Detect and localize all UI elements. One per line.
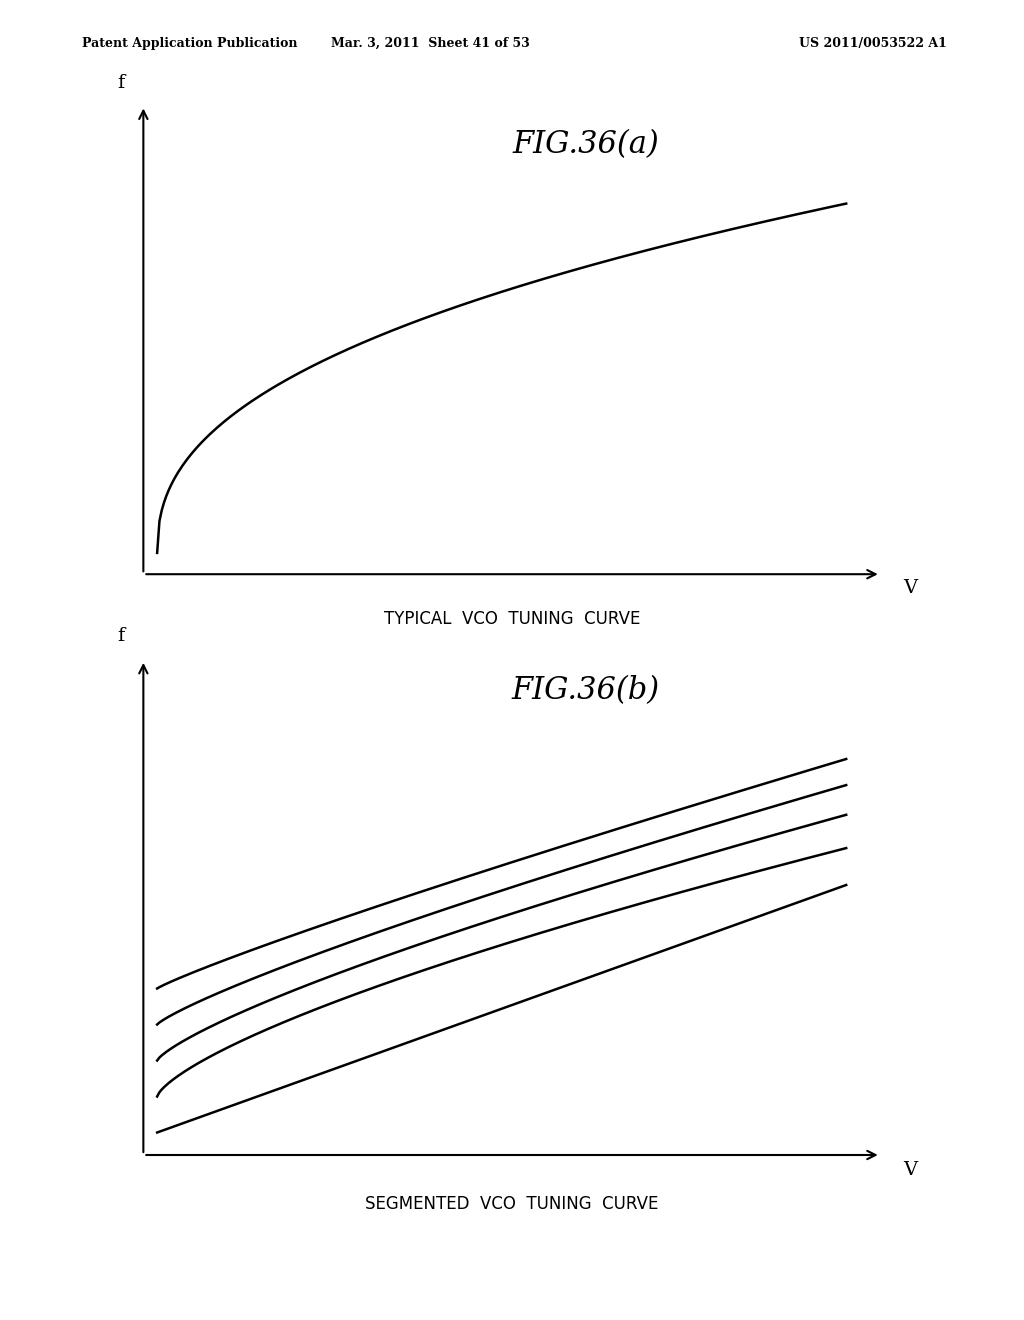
- Text: US 2011/0053522 A1: US 2011/0053522 A1: [799, 37, 946, 50]
- Text: f: f: [118, 627, 125, 645]
- Text: V: V: [903, 579, 916, 597]
- Text: TYPICAL  VCO  TUNING  CURVE: TYPICAL VCO TUNING CURVE: [384, 610, 640, 628]
- Text: SEGMENTED  VCO  TUNING  CURVE: SEGMENTED VCO TUNING CURVE: [366, 1195, 658, 1213]
- Text: FIG.36(a): FIG.36(a): [512, 129, 659, 160]
- Text: FIG.36(b): FIG.36(b): [512, 675, 659, 706]
- Text: Mar. 3, 2011  Sheet 41 of 53: Mar. 3, 2011 Sheet 41 of 53: [331, 37, 529, 50]
- Text: V: V: [903, 1160, 916, 1179]
- Text: Patent Application Publication: Patent Application Publication: [82, 37, 297, 50]
- Text: f: f: [118, 74, 125, 91]
